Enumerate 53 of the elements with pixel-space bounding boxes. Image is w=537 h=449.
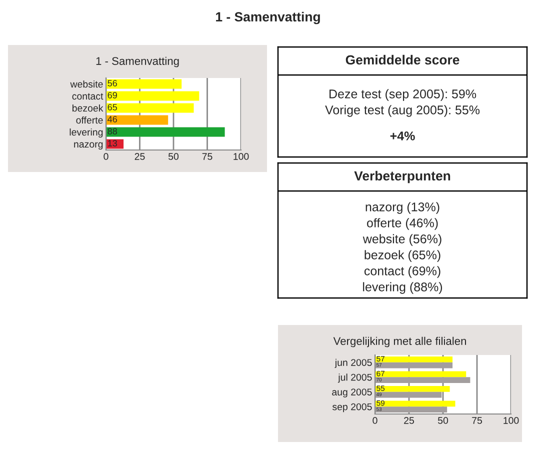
data-label: 56 bbox=[108, 80, 117, 86]
bar bbox=[375, 377, 470, 384]
text: Deze test (sep 2005): 59% bbox=[330, 89, 476, 101]
y-tick-label: contact bbox=[72, 93, 104, 100]
bar bbox=[106, 103, 194, 113]
bar bbox=[106, 91, 200, 101]
chart-title: 1 - Samenvatting bbox=[96, 56, 179, 68]
chart-title: Vergelijking met alle filialen bbox=[333, 336, 466, 348]
text: Vorige test (aug 2005): 55% bbox=[325, 105, 480, 117]
x-tick-label: 25 bbox=[134, 153, 145, 160]
bar bbox=[375, 400, 456, 407]
x-tick-label: 25 bbox=[404, 417, 414, 424]
text: Verbeterpunten bbox=[354, 170, 450, 184]
data-label: 46 bbox=[108, 116, 117, 122]
bar bbox=[375, 356, 453, 362]
bar bbox=[375, 371, 466, 378]
data-label: 65 bbox=[108, 104, 118, 110]
text: Gemiddelde score bbox=[346, 54, 460, 65]
y-tick-label: jul 2005 bbox=[338, 374, 372, 383]
x-tick-label: 0 bbox=[372, 417, 378, 424]
data-label: 13 bbox=[108, 140, 117, 146]
bar bbox=[106, 115, 168, 125]
text: contact (69%) bbox=[364, 266, 440, 278]
text: 1 - Samenvatting bbox=[216, 12, 320, 24]
bar bbox=[375, 362, 453, 368]
y-tick-label: nazorg bbox=[74, 142, 103, 150]
text: levering (88%) bbox=[363, 282, 442, 294]
bar bbox=[106, 127, 225, 137]
bar bbox=[375, 392, 442, 398]
x-tick-label: 100 bbox=[234, 153, 249, 160]
bar bbox=[375, 386, 450, 392]
x-tick-label: 50 bbox=[438, 417, 448, 424]
data-label: 88 bbox=[108, 128, 117, 134]
x-tick-label: 0 bbox=[104, 153, 108, 160]
x-tick-label: 75 bbox=[202, 153, 212, 160]
text: bezoek (65%) bbox=[364, 250, 440, 262]
y-tick-label: sep 2005 bbox=[332, 403, 372, 412]
x-tick-label: 75 bbox=[472, 417, 482, 424]
text: website (56%) bbox=[362, 234, 442, 246]
x-tick-label: 50 bbox=[168, 153, 179, 160]
text: offerte (46%) bbox=[367, 218, 438, 230]
x-tick-label: 100 bbox=[504, 417, 519, 424]
y-tick-label: jun 2005 bbox=[334, 358, 372, 368]
bar bbox=[375, 406, 448, 413]
y-tick-label: levering bbox=[70, 128, 103, 138]
text: +4% bbox=[390, 132, 415, 140]
y-tick-label: bezoek bbox=[72, 104, 104, 112]
bar bbox=[106, 79, 182, 89]
data-label: 69 bbox=[108, 92, 117, 98]
text: nazorg (13%) bbox=[366, 202, 440, 214]
y-tick-label: website bbox=[70, 80, 103, 88]
y-tick-label: aug 2005 bbox=[332, 388, 372, 398]
y-tick-label: offerte bbox=[76, 116, 103, 124]
